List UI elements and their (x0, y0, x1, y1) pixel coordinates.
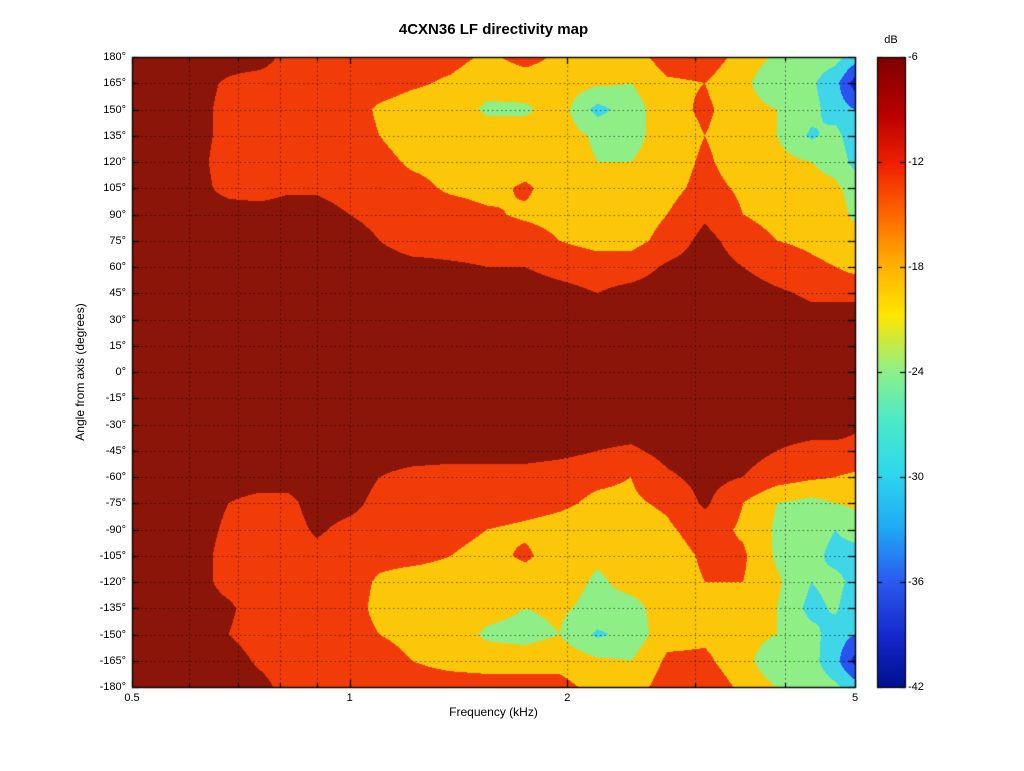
colorbar-tick--30: -30 (908, 471, 924, 483)
colorbar-tick--18: -18 (908, 261, 924, 273)
colorbar-unit-label: dB (884, 34, 898, 46)
y-tick--75°: -75° (105, 497, 126, 510)
y-tick-0°: 0° (115, 366, 126, 378)
y-tick--45°: -45° (105, 444, 126, 457)
y-tick-75°: 75° (109, 234, 126, 247)
y-tick--150°: -150° (99, 628, 126, 641)
y-tick-45°: 45° (109, 287, 126, 300)
y-tick-30°: 30° (109, 313, 126, 326)
y-tick--60°: -60° (105, 471, 126, 483)
x-tick-0.5: 0.5 (124, 692, 140, 704)
y-tick-120°: 120° (103, 156, 126, 168)
y-tick--120°: -120° (99, 576, 126, 588)
y-tick--15°: -15° (105, 392, 126, 405)
colorbar-tick--12: -12 (908, 156, 924, 168)
y-tick--105°: -105° (99, 549, 126, 562)
y-tick-90°: 90° (109, 208, 126, 221)
colorbar-tick--36: -36 (908, 576, 924, 588)
y-tick-165°: 165° (103, 77, 126, 90)
y-tick--90°: -90° (105, 523, 126, 536)
colorbar-tick--6: -6 (908, 51, 918, 63)
y-tick-180°: 180° (103, 51, 126, 63)
x-tick-5: 5 (851, 692, 859, 704)
x-tick-2: 2 (564, 692, 571, 704)
y-tick--180°: -180° (99, 681, 126, 693)
x-tick-1: 1 (346, 692, 353, 704)
y-tick-15°: 15° (109, 339, 126, 352)
y-tick--30°: -30° (105, 418, 126, 431)
y-tick-105°: 105° (103, 182, 126, 195)
y-tick-135°: 135° (103, 129, 126, 142)
y-tick-150°: 150° (103, 103, 126, 116)
colorbar-tick--24: -24 (908, 366, 924, 378)
x-axis-label: Frequency (kHz) (449, 705, 538, 719)
y-tick--165°: -165° (99, 654, 126, 667)
chart-title: 4CXN36 LF directivity map (398, 21, 589, 38)
y-tick-60°: 60° (109, 261, 126, 273)
colorbar-tick--42: -42 (908, 681, 924, 693)
y-tick--135°: -135° (99, 602, 126, 615)
